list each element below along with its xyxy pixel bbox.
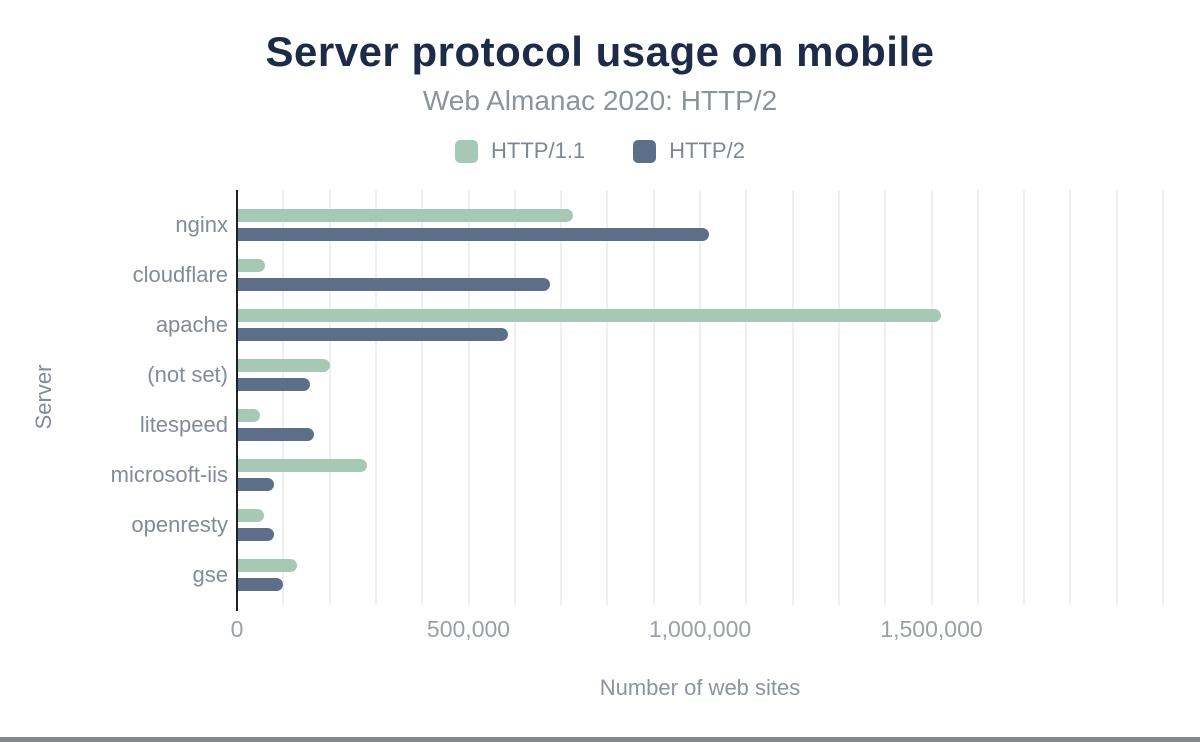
bar-http-1-1-not-set — [237, 358, 330, 372]
bar-http-2-microsoft-iis — [237, 477, 274, 491]
gridline-600000 — [513, 190, 516, 605]
bar-http-1-1-cloudflare — [237, 258, 265, 272]
gridline-500000 — [467, 190, 470, 605]
bar-http-2-nginx — [237, 227, 709, 241]
category-label-microsoft-iis: microsoft-iis — [110, 461, 228, 487]
x-axis-title: Number of web sites — [599, 675, 801, 700]
gridline-1000000 — [699, 190, 701, 605]
gridline-1300000 — [837, 190, 840, 605]
gridline-1100000 — [745, 190, 748, 605]
x-tick-500-000: 500,000 — [426, 616, 511, 642]
gridline-800000 — [606, 190, 609, 605]
legend-label-http-2: HTTP/2 — [669, 138, 745, 163]
legend-swatch-http-1-1 — [455, 139, 479, 163]
x-tick-1-500-000: 1,500,000 — [880, 616, 983, 642]
gridline-1700000 — [1023, 190, 1026, 605]
legend-item-http-1-1: HTTP/1.1 — [455, 138, 585, 164]
gridline-300000 — [374, 190, 377, 605]
x-tick-0: 0 — [230, 616, 244, 642]
gridline-900000 — [652, 190, 655, 605]
legend: HTTP/1.1 HTTP/2 — [0, 138, 1200, 164]
bar-http-1-1-nginx — [237, 208, 573, 222]
gridline-700000 — [560, 190, 563, 605]
category-label-litespeed: litespeed — [139, 411, 228, 437]
category-label-not-set: (not set) — [147, 361, 228, 387]
gridline-400000 — [421, 190, 424, 605]
bar-http-2-apache — [237, 327, 508, 341]
gridline-1900000 — [1115, 190, 1118, 605]
gridline-1200000 — [791, 190, 794, 605]
gridline-2000000 — [1162, 190, 1164, 605]
plot-area — [237, 190, 1164, 605]
bar-http-1-1-apache — [237, 308, 941, 322]
chart-title: Server protocol usage on mobile — [265, 28, 935, 75]
y-axis-line — [236, 190, 238, 611]
gridline-1600000 — [976, 190, 979, 605]
category-label-apache: apache — [155, 311, 228, 337]
bar-http-2-litespeed — [237, 427, 314, 441]
bar-http-2-openresty — [237, 527, 274, 541]
bar-http-1-1-gse — [237, 558, 297, 572]
legend-swatch-http-2 — [633, 139, 657, 163]
category-label-openresty: openresty — [131, 511, 228, 537]
chart-subtitle: Web Almanac 2020: HTTP/2 — [422, 85, 778, 116]
bar-http-2-not-set — [237, 377, 310, 391]
x-tick-1-000-000: 1,000,000 — [648, 616, 752, 642]
gridline-1400000 — [884, 190, 887, 605]
bar-http-1-1-litespeed — [237, 408, 260, 422]
bar-http-2-gse — [237, 577, 283, 591]
y-axis-title: Server — [31, 364, 56, 430]
bar-http-2-cloudflare — [237, 277, 550, 291]
gridline-1800000 — [1069, 190, 1072, 605]
legend-label-http-1-1: HTTP/1.1 — [491, 138, 586, 163]
bar-http-1-1-microsoft-iis — [237, 458, 367, 472]
bar-http-1-1-openresty — [237, 508, 264, 522]
category-label-gse: gse — [192, 561, 228, 587]
gridline-1500000 — [930, 190, 933, 605]
gridline-100000 — [282, 190, 285, 605]
category-label-nginx: nginx — [175, 211, 228, 237]
legend-item-http-2: HTTP/2 — [633, 138, 745, 164]
gridline-200000 — [328, 190, 331, 605]
category-label-cloudflare: cloudflare — [132, 261, 228, 287]
bottom-border-bar — [0, 737, 1200, 742]
